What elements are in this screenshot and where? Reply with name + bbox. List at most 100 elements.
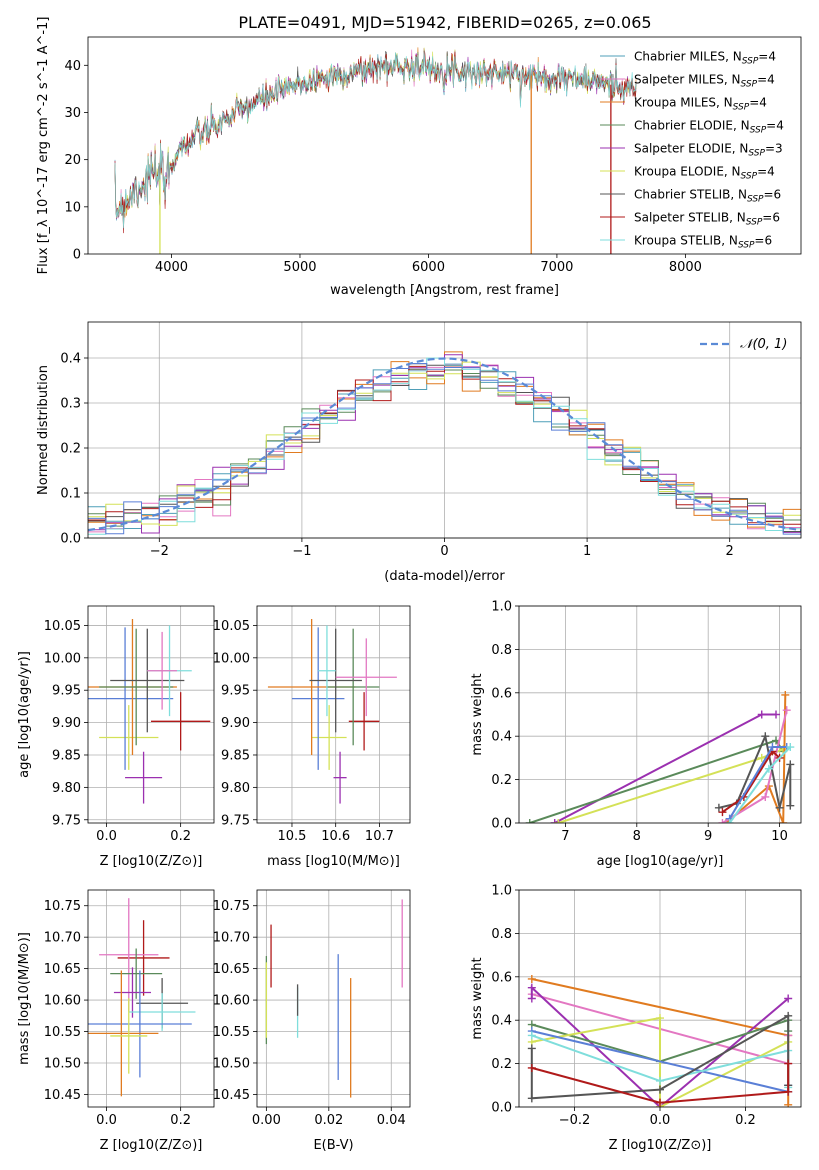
y-tick-label: 10.60	[213, 994, 250, 1009]
weight-series-line	[721, 749, 781, 813]
axes-frame	[256, 889, 411, 1108]
axes-frame	[518, 889, 802, 1108]
weight-marker	[782, 706, 791, 715]
x-tick-label: 9	[704, 829, 712, 844]
y-tick-label: 0.1	[60, 487, 81, 502]
weight-marker	[527, 983, 536, 992]
y-tick-label: 0.8	[491, 927, 512, 942]
weight-marker	[775, 803, 784, 812]
x-tick-label: 7	[561, 829, 569, 844]
axes-weight_vs_age: 7 8 9 10 0.0 0.2 0.4 0.6 0.8 1.0 age [log10(age/yr…	[470, 600, 802, 869]
axes-frame	[256, 605, 411, 824]
x-tick-label: 0.0	[96, 1113, 117, 1128]
weight-marker	[757, 710, 766, 719]
y-tick-label: 0.2	[60, 442, 81, 457]
error-bar-point	[117, 920, 170, 996]
y-tick-label: 0.2	[491, 773, 512, 788]
y-tick-label: 9.85	[52, 748, 81, 763]
axes-mass_vs_ebv: 0.00 0.02 0.04 10.45 10.50 10.55 10.60 10.65 10.…	[213, 889, 411, 1153]
error-bar-point	[311, 705, 347, 770]
error-bar-point	[110, 998, 148, 1074]
legend-entry: Salpeter MILES, NSSP=4	[634, 73, 775, 90]
x-tick-label: 0.02	[314, 1113, 343, 1128]
y-axis-label: Flux [f_λ 10^-17 erg cm^-2 s^-1 A^-1]	[36, 17, 51, 275]
y-axis-label: age [log10(age/yr)]	[17, 651, 32, 778]
x-tick-label: 4000	[155, 260, 188, 275]
error-bar-point	[348, 692, 380, 751]
weight-marker	[656, 1076, 664, 1085]
error-bar-point	[99, 898, 159, 1012]
y-tick-label: 10.60	[44, 994, 81, 1009]
y-tick-label: 10.50	[44, 1056, 81, 1071]
plot-area	[88, 618, 211, 804]
y-axis-label: mass weight	[470, 957, 485, 1039]
weight-marker	[527, 1044, 536, 1053]
x-axis-label: mass [log10(M/M⊙)]	[267, 854, 400, 869]
y-tick-label: 10.65	[44, 962, 81, 977]
error-bar-point	[88, 970, 192, 1078]
x-axis-label: Z [log10(Z/Z⊙)]	[100, 1138, 203, 1153]
y-tick-label: 0.8	[491, 643, 512, 658]
x-axis-label: wavelength [Angstrom, rest frame]	[330, 283, 559, 298]
legend: 𝒩(0, 1)	[700, 337, 787, 352]
x-tick-label: 10.7	[365, 829, 394, 844]
spectrum-series-line	[114, 52, 637, 229]
figure-title: PLATE=0491, MJD=51942, FIBERID=0265, z=0…	[238, 13, 651, 32]
y-tick-label: 30	[64, 106, 81, 121]
weight-marker	[781, 690, 790, 699]
y-tick-label: 10.70	[213, 931, 250, 946]
error-bar-point	[309, 628, 362, 733]
plot-area	[88, 351, 801, 535]
y-tick-label: 0.0	[60, 532, 81, 547]
y-tick-label: 10.55	[44, 1025, 81, 1040]
weight-marker	[784, 994, 793, 1003]
error-bar-point	[110, 948, 163, 999]
x-tick-label: 6000	[412, 260, 445, 275]
y-axis-label: mass [log10(M/M⊙)]	[17, 932, 32, 1065]
weight-marker	[527, 1094, 536, 1103]
error-bar-point	[326, 628, 380, 746]
y-tick-label: 10	[64, 200, 81, 215]
y-tick-label: 9.95	[221, 684, 250, 699]
weight-series-line	[531, 1016, 789, 1107]
y-tick-label: 0.4	[60, 352, 81, 367]
axes-weight_vs_z: −0.2 0.0 0.2 0.0 0.2 0.4 0.6 0.8 1.0 Z [log10(Z/Z…	[470, 884, 802, 1153]
axes-frame	[518, 605, 802, 824]
y-tick-label: 10.55	[213, 1025, 250, 1040]
x-tick-label: 0.2	[735, 1113, 756, 1128]
y-axis-label: mass weight	[470, 673, 485, 755]
y-tick-label: 9.75	[52, 813, 81, 828]
weight-marker	[757, 753, 766, 762]
plot-area	[525, 690, 795, 823]
y-tick-label: 9.90	[52, 716, 81, 731]
error-bar-point	[125, 751, 163, 804]
axes-residuals: −2 −1 0 1 2 0.0 0.1 0.2 0.3 0.4 (data-model)/error…	[36, 321, 802, 584]
weight-marker	[784, 1100, 793, 1107]
weight-marker	[525, 819, 534, 823]
x-tick-label: 0.2	[170, 1113, 191, 1128]
y-tick-label: 40	[64, 59, 81, 74]
error-bar-point	[335, 638, 397, 717]
error-bar-point	[99, 628, 174, 746]
x-tick-label: −0.2	[559, 1113, 591, 1128]
legend-entry: Chabrier STELIB, NSSP=6	[634, 188, 781, 205]
error-bar-point	[110, 628, 185, 733]
x-tick-label: 0.0	[96, 829, 117, 844]
weight-marker	[718, 808, 727, 817]
y-tick-label: 10.05	[213, 619, 250, 634]
normal-reference-curve	[88, 357, 801, 532]
weight-marker	[786, 743, 795, 752]
x-axis-label: Z [log10(Z/Z⊙)]	[609, 1138, 712, 1153]
weight-marker	[761, 732, 770, 741]
x-tick-label: 0.2	[170, 829, 191, 844]
weight-marker	[718, 819, 727, 823]
axes-mass_vs_z: 0.0 0.2 10.45 10.50 10.55 10.60 10.65 10.70 10.7…	[17, 889, 215, 1153]
y-tick-label: 9.85	[221, 748, 250, 763]
x-axis-label: (data-model)/error	[384, 569, 505, 584]
y-tick-label: 9.80	[52, 781, 81, 796]
legend-entry: Kroupa MILES, NSSP=4	[634, 96, 767, 113]
error-bar-point	[128, 993, 196, 1031]
weight-marker	[527, 1031, 536, 1040]
y-tick-label: 10.50	[213, 1056, 250, 1071]
